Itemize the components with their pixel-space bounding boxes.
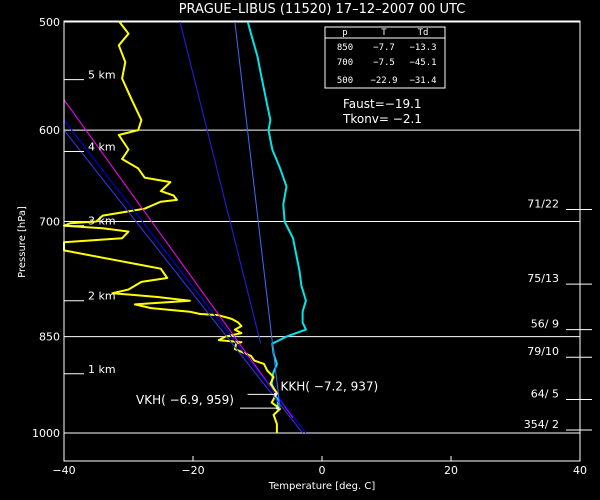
y-axis-label: Pressure [hPa] — [17, 206, 28, 278]
table-cell-1-2: −45.1 — [409, 58, 436, 68]
series-layer — [63, 21, 307, 434]
table-content: p T Td 850 −7.7 −13.3 700 −7.5 −45.1 500 −22.9 −31.… — [337, 28, 437, 86]
height-label-4: 1 km — [88, 363, 116, 376]
table-cell-2-0: 500 — [337, 76, 353, 86]
x-axis-label: Temperature [deg. C] — [268, 481, 376, 492]
height-label-0: 5 km — [88, 69, 116, 82]
wind-label-2: 56/ 9 — [531, 318, 559, 331]
table-cell-2-1: −22.9 — [370, 76, 397, 86]
kkh-marker — [274, 392, 278, 396]
height-label-3: 2 km — [88, 290, 116, 303]
height-label-1: 4 km — [88, 140, 116, 153]
table-cell-0-2: −13.3 — [409, 43, 436, 53]
table-cell-1-1: −7.5 — [373, 58, 395, 68]
height-labels: 5 km 4 km 3 km 2 km 1 km — [64, 69, 116, 376]
x-tick-label-3: 20 — [444, 464, 458, 477]
table-header-2: Td — [418, 28, 429, 38]
y-tick-label-500: 500 — [39, 16, 60, 29]
wind-label-5: 354/ 2 — [524, 418, 559, 431]
y-tick-label-700: 700 — [39, 216, 60, 229]
tkonv-label: Tkonv= −2.1 — [342, 112, 422, 126]
x-tick-label-1: −20 — [181, 464, 204, 477]
wind-label-0: 71/22 — [527, 198, 559, 211]
x-tick-label-0: −40 — [52, 464, 75, 477]
series-line-2 — [63, 99, 294, 419]
kkh-annotation: KKH( −7.2, 937) — [281, 379, 379, 393]
chart-title: PRAGUE–LIBUS (11520) 17–12–2007 00 UTC — [179, 2, 466, 17]
table-cell-1-0: 700 — [337, 58, 353, 68]
x-tick-label-2: 0 — [319, 464, 326, 477]
series-line-5 — [234, 21, 281, 409]
table-cell-2-2: −31.4 — [409, 76, 436, 86]
y-tick-label-850: 850 — [39, 331, 60, 344]
height-label-2: 3 km — [88, 215, 116, 228]
faust-label: Faust=−19.1 — [343, 97, 422, 111]
series-line-1 — [63, 21, 282, 433]
x-tick-label-4: 40 — [573, 464, 587, 477]
table-frame — [324, 26, 446, 89]
data-table: p T Td 850 −7.7 −13.3 700 −7.5 −45.1 500 −22.9 −31.… — [324, 26, 446, 89]
wind-label-4: 64/ 5 — [531, 387, 559, 400]
series-line-6 — [179, 21, 262, 344]
table-cell-0-1: −7.7 — [373, 43, 395, 53]
y-tick-label-600: 600 — [39, 124, 60, 137]
gridlines — [64, 21, 580, 434]
y-axis: 500 600 700 850 1000 — [32, 16, 60, 440]
y-tick-label-1000: 1000 — [32, 427, 60, 440]
wind-label-3: 79/10 — [527, 345, 559, 358]
table-cell-0-0: 850 — [337, 43, 353, 53]
series-line-3 — [63, 119, 307, 434]
table-header-1: T — [381, 28, 387, 38]
vkh-annotation: VKH( −6.9, 959) — [136, 393, 234, 407]
point-annotations: KKH( −7.2, 937) VKH( −6.9, 959) — [136, 379, 379, 410]
table-header-0: p — [342, 28, 347, 38]
wind-labels: 71/22 75/13 56/ 9 79/10 64/ 5 354/ 2 — [524, 198, 592, 431]
series-line-4 — [63, 129, 303, 434]
vkh-marker — [275, 406, 279, 410]
x-axis: −40 −20 0 20 40 — [52, 456, 587, 477]
series-line-0 — [246, 21, 307, 409]
wind-label-1: 75/13 — [527, 272, 559, 285]
